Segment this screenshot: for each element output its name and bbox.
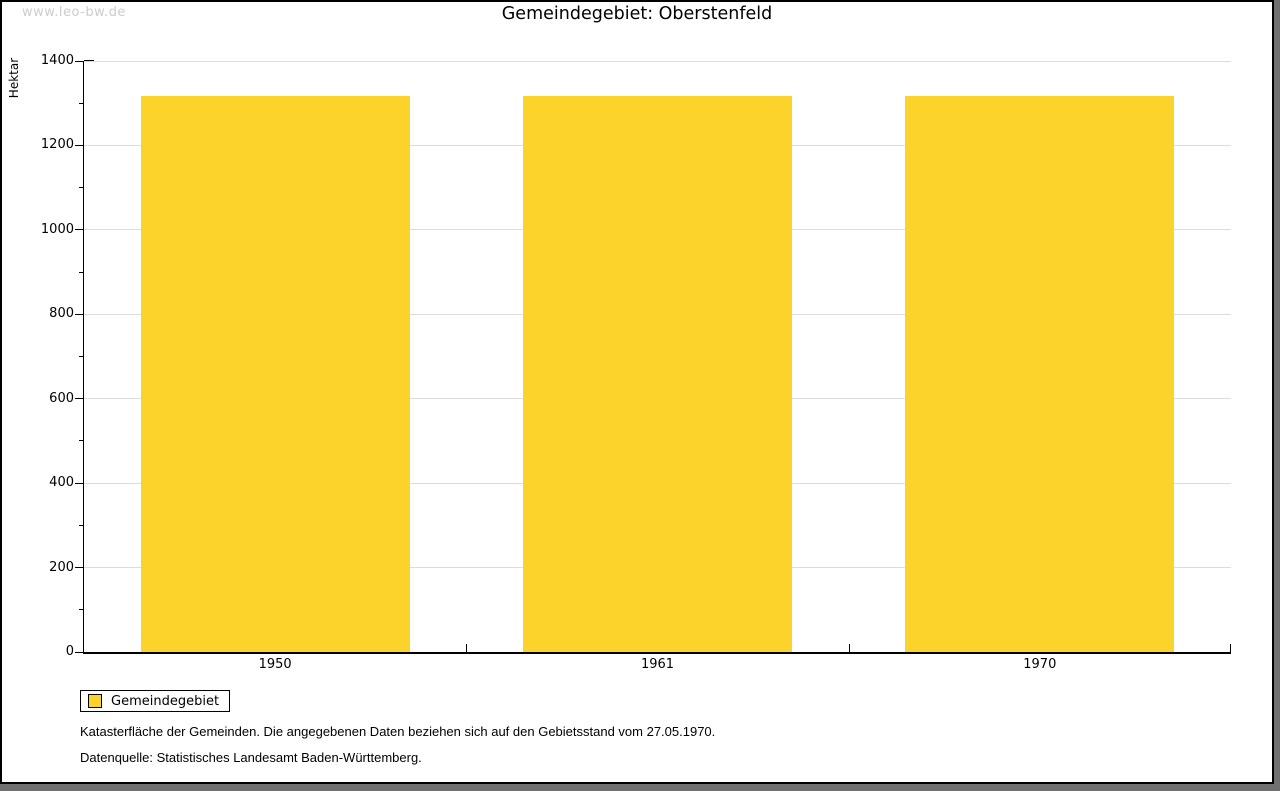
y-minor-tick bbox=[79, 102, 84, 104]
y-major-tick bbox=[75, 651, 84, 653]
y-tick-label: 800 bbox=[49, 306, 74, 322]
gridline bbox=[84, 60, 1231, 62]
y-major-tick bbox=[75, 313, 84, 315]
category-separator-tick bbox=[466, 644, 468, 652]
y-major-tick bbox=[75, 144, 84, 146]
y-tick-label: 600 bbox=[49, 390, 74, 406]
bar bbox=[905, 95, 1175, 652]
y-major-tick bbox=[75, 567, 84, 569]
y-minor-tick bbox=[79, 271, 84, 273]
y-minor-tick bbox=[79, 609, 84, 611]
y-tick-label: 1400 bbox=[40, 53, 74, 68]
y-tick-label: 200 bbox=[49, 559, 74, 575]
y-minor-tick bbox=[79, 187, 84, 189]
bar bbox=[523, 95, 792, 652]
plot-area: 0 200 400 600 800 1000 1200 1400 1950 1961 1970 bbox=[41, 53, 1231, 672]
y-major-tick bbox=[75, 60, 84, 62]
y-tick-label: 400 bbox=[49, 475, 74, 491]
y-major-tick bbox=[75, 398, 84, 400]
watermark: www.leo-bw.de bbox=[22, 5, 126, 20]
y-axis-end-cap bbox=[84, 60, 94, 61]
chart-caption: Katasterfläche der Gemeinden. Die angege… bbox=[80, 724, 716, 739]
category-separator-tick bbox=[848, 644, 850, 652]
x-tick-label: 1970 bbox=[1023, 657, 1057, 672]
y-minor-tick bbox=[79, 440, 84, 442]
y-major-tick bbox=[75, 482, 84, 484]
legend-swatch bbox=[88, 694, 102, 708]
y-tick-label: 0 bbox=[65, 644, 74, 659]
legend-label: Gemeindegebiet bbox=[111, 693, 220, 709]
y-minor-tick bbox=[79, 356, 84, 357]
bar bbox=[140, 95, 410, 652]
x-tick-label: 1950 bbox=[258, 657, 292, 672]
x-axis-end-tick bbox=[1230, 644, 1231, 652]
y-tick-label: 1200 bbox=[40, 137, 74, 153]
data-source-note: Datenquelle: Statistisches Landesamt Bad… bbox=[80, 750, 422, 765]
y-major-tick bbox=[75, 229, 84, 231]
x-tick-label: 1961 bbox=[640, 657, 675, 672]
page-title: Gemeindegebiet: Oberstenfeld bbox=[501, 4, 773, 24]
legend: Gemeindegebiet bbox=[80, 690, 231, 712]
y-tick-label: 1000 bbox=[40, 221, 74, 237]
y-minor-tick bbox=[79, 524, 84, 526]
